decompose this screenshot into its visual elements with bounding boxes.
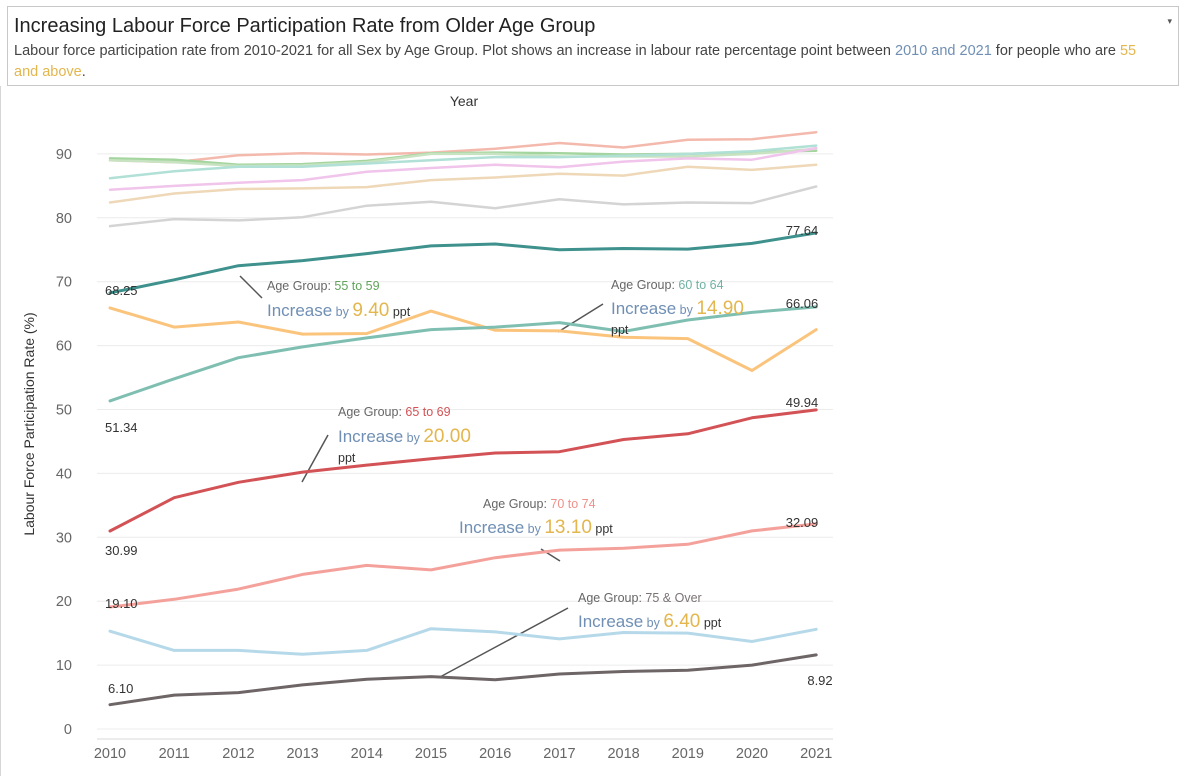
pane-border — [0, 86, 1, 776]
annotation-group-label: Age Group: 60 to 64 — [611, 278, 724, 292]
x-tick-label: 2016 — [479, 746, 511, 762]
data-label: 66.06 — [786, 296, 819, 311]
y-tick-label: 0 — [64, 722, 72, 738]
y-tick-label: 70 — [56, 275, 72, 291]
series-line — [108, 653, 818, 707]
data-label: 19.10 — [105, 596, 138, 611]
data-label: 68.25 — [105, 283, 138, 298]
annotation-leader-line — [301, 434, 329, 483]
series-line — [108, 306, 818, 372]
y-tick-label: 80 — [56, 211, 72, 227]
series-lines — [108, 130, 818, 707]
series-line — [108, 146, 818, 191]
y-tick-label: 60 — [56, 339, 72, 355]
series-line — [108, 305, 818, 403]
axis-ticks: 0 10 20 30 40 50 60 70 80 90 2010 2011 2012 2013 2014 2… — [56, 147, 832, 762]
data-label: 30.99 — [105, 543, 138, 558]
data-labels: 68.25 77.64 51.34 66.06 30.99 49.94 19.10 32.09… — [105, 223, 833, 696]
series-line — [108, 627, 818, 656]
y-axis-title: Labour Force Participation Rate (%) — [21, 312, 37, 535]
data-label: 8.92 — [807, 673, 832, 688]
series-line — [108, 185, 818, 228]
annotation-leader-lines — [239, 275, 604, 678]
series-line — [108, 231, 818, 295]
annotation-increase-label: Increase by 9.40 ppt — [267, 300, 411, 321]
series-line — [108, 144, 818, 180]
x-tick-label: 2021 — [800, 746, 832, 762]
series-line — [108, 147, 818, 168]
annotation-group-label: Age Group: 70 to 74 — [483, 497, 596, 511]
annotation-leader-line — [239, 275, 263, 299]
annotation-leader-line — [557, 303, 604, 333]
annotation-increase-label: Increase by 13.10 ppt — [459, 517, 613, 538]
grid-lines — [97, 153, 833, 740]
subtitle-age: 55 and above — [14, 43, 1137, 80]
chart-top-title: Year — [450, 93, 479, 109]
annotation-group-label: Age Group: 75 & Over — [578, 591, 702, 605]
annotation-group-label: Age Group: 65 to 69 — [338, 405, 451, 419]
y-tick-label: 90 — [56, 147, 72, 163]
x-tick-label: 2010 — [94, 746, 126, 762]
series-line — [108, 163, 818, 204]
annotation-group-label: Age Group: 55 to 59 — [267, 279, 380, 293]
series-line — [108, 130, 818, 164]
x-tick-label: 2013 — [286, 746, 318, 762]
annotation-leader-line — [439, 607, 569, 678]
chart-subtitle: Labour force participation rate from 201… — [14, 41, 1164, 83]
x-tick-label: 2019 — [672, 746, 704, 762]
x-tick-label: 2012 — [222, 746, 254, 762]
data-label: 6.10 — [108, 681, 133, 696]
annotation-ppt: ppt — [611, 323, 629, 337]
subtitle-text-1: Labour force participation rate from 201… — [14, 43, 896, 59]
data-label: 32.09 — [786, 515, 819, 530]
x-tick-label: 2015 — [415, 746, 447, 762]
x-tick-label: 2017 — [543, 746, 575, 762]
subtitle-text-2: for people who are — [991, 43, 1120, 59]
data-label: 51.34 — [105, 420, 138, 435]
x-tick-label: 2020 — [736, 746, 768, 762]
x-tick-label: 2011 — [159, 746, 190, 762]
y-tick-label: 10 — [56, 658, 72, 674]
series-line — [108, 522, 818, 609]
y-tick-label: 40 — [56, 466, 72, 482]
data-label: 77.64 — [786, 223, 819, 238]
annotation-increase-label: Increase by 6.40 ppt — [578, 611, 722, 632]
x-tick-label: 2018 — [607, 746, 639, 762]
subtitle-end: . — [81, 64, 86, 80]
data-label: 49.94 — [786, 395, 819, 410]
subtitle-years: 2010 and 2021 — [895, 43, 992, 59]
chart-title: Increasing Labour Force Participation Ra… — [14, 15, 596, 37]
annotations: Age Group: 55 to 59 Increase by 9.40 ppt A… — [267, 278, 744, 632]
y-tick-label: 30 — [56, 530, 72, 546]
x-tick-label: 2014 — [351, 746, 383, 762]
chevron-down-icon[interactable]: ▾ — [1167, 16, 1172, 26]
y-tick-label: 20 — [56, 594, 72, 610]
y-tick-label: 50 — [56, 403, 72, 419]
chart-header: Increasing Labour Force Participation Ra… — [7, 6, 1179, 86]
annotation-ppt: ppt — [338, 451, 356, 465]
annotation-increase-label: Increase by 14.90 — [611, 298, 744, 319]
series-line — [108, 408, 818, 533]
annotation-increase-label: Increase by 20.00 — [338, 426, 471, 447]
